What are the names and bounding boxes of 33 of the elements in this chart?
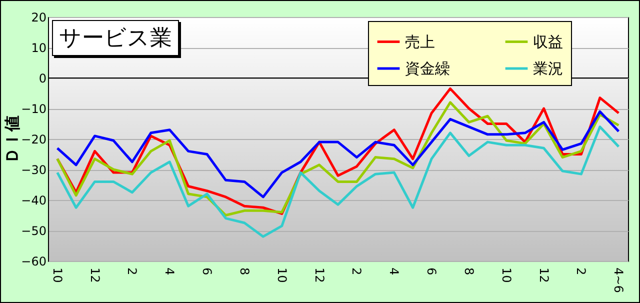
x-tick-label: 4 [387,268,402,276]
line-series [56,110,620,198]
x-tick-label: 6 [200,268,214,276]
y-tick-label: 10 [31,41,46,55]
legend-label: 収益 [533,32,563,51]
x-tick-label: 4 [162,268,177,276]
y-tick-label: −40 [21,194,46,208]
y-tick-label: −10 [21,102,46,116]
y-axis-title: ＤＩ値 [2,116,22,164]
legend-label: 資金繰 [405,60,450,78]
line-series [56,126,620,238]
x-tick-label: 10 [274,268,289,283]
x-tick-label: 4~6 [612,268,626,293]
x-tick-label: 2 [125,268,140,276]
y-tick-label: −60 [21,254,46,268]
x-tick-label: 8 [462,268,476,276]
x-tick-label: 12 [88,268,102,283]
x-tick-label: 12 [312,268,326,283]
x-tick-label: 2 [350,268,364,276]
y-tick-label: −20 [21,132,46,146]
x-tick-label: 6 [424,268,439,276]
x-tick-label: 12 [536,268,551,283]
legend-label: 業況 [533,60,563,78]
x-tick-label: 8 [237,268,252,276]
y-tick-label: 20 [31,10,46,24]
y-tick-label: 0 [38,72,46,86]
y-tick-label: −50 [21,224,46,238]
legend-label: 売上 [405,32,435,51]
y-tick-label: −30 [21,163,46,177]
x-tick-label: 10 [50,268,64,283]
x-tick-label: 10 [499,268,514,283]
chart-title: サービス業 [52,20,179,56]
x-tick-label: 2 [574,268,588,276]
